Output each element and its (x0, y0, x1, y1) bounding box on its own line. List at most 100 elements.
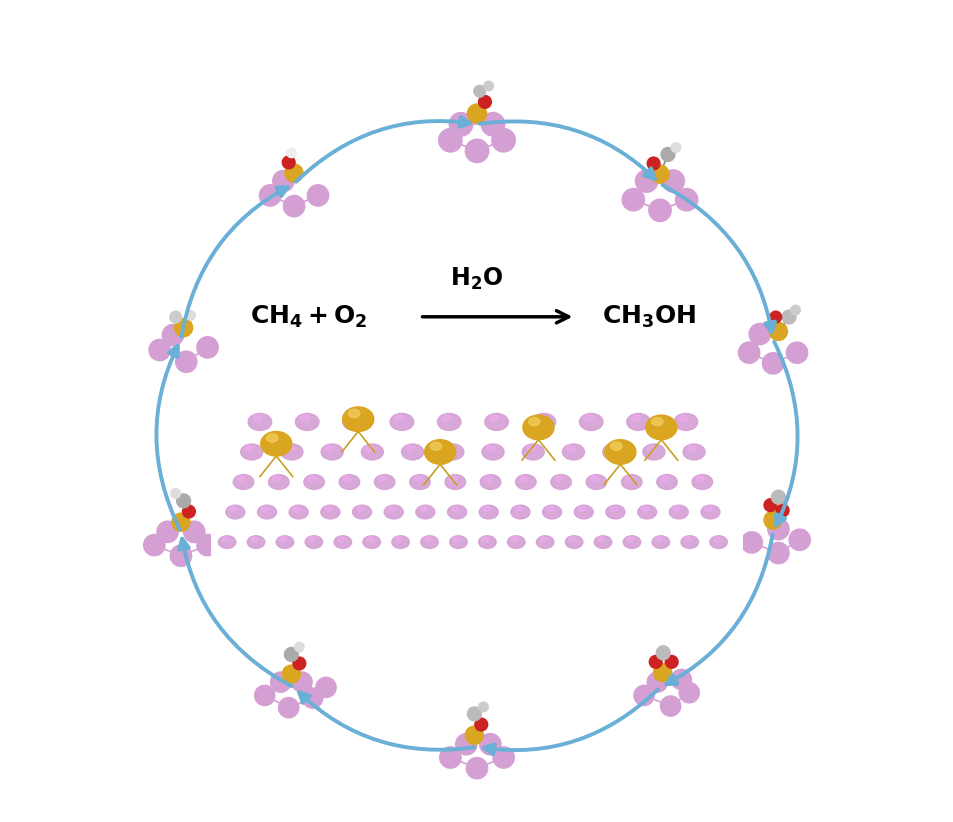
Ellipse shape (484, 476, 492, 482)
Ellipse shape (419, 506, 427, 511)
Ellipse shape (486, 446, 495, 451)
FancyArrowPatch shape (179, 538, 292, 686)
Ellipse shape (320, 506, 339, 519)
Ellipse shape (568, 537, 575, 542)
Ellipse shape (655, 537, 661, 542)
Circle shape (788, 529, 809, 551)
Ellipse shape (280, 444, 303, 460)
Ellipse shape (325, 446, 334, 451)
Ellipse shape (507, 536, 524, 548)
Circle shape (439, 747, 460, 769)
Ellipse shape (324, 506, 332, 511)
Ellipse shape (686, 446, 695, 451)
Circle shape (284, 648, 298, 662)
Ellipse shape (511, 537, 517, 542)
Ellipse shape (362, 536, 380, 548)
Circle shape (438, 128, 461, 152)
FancyArrowPatch shape (299, 692, 474, 750)
Ellipse shape (441, 444, 463, 460)
Ellipse shape (583, 415, 593, 421)
Ellipse shape (392, 536, 409, 548)
Circle shape (493, 747, 514, 769)
Ellipse shape (416, 506, 435, 519)
Circle shape (172, 513, 190, 531)
Ellipse shape (625, 476, 633, 482)
Ellipse shape (247, 536, 265, 548)
Circle shape (294, 642, 304, 652)
Circle shape (650, 165, 668, 183)
Ellipse shape (276, 536, 294, 548)
Ellipse shape (522, 415, 554, 440)
Ellipse shape (453, 537, 459, 542)
Circle shape (653, 663, 671, 681)
Ellipse shape (233, 474, 253, 489)
FancyArrowPatch shape (295, 117, 470, 182)
Ellipse shape (713, 537, 720, 542)
Ellipse shape (590, 476, 598, 482)
Ellipse shape (682, 444, 704, 460)
Ellipse shape (478, 506, 497, 519)
Ellipse shape (574, 506, 593, 519)
Ellipse shape (620, 474, 641, 489)
FancyArrowPatch shape (661, 185, 774, 332)
Ellipse shape (295, 413, 318, 431)
Ellipse shape (555, 476, 562, 482)
Ellipse shape (279, 537, 286, 542)
Circle shape (633, 686, 654, 705)
Ellipse shape (342, 407, 374, 432)
Ellipse shape (482, 506, 490, 511)
Circle shape (307, 185, 328, 206)
Circle shape (621, 188, 644, 211)
Ellipse shape (521, 444, 544, 460)
Ellipse shape (622, 536, 640, 548)
Ellipse shape (348, 409, 359, 418)
Ellipse shape (578, 506, 585, 511)
Circle shape (171, 488, 180, 498)
Ellipse shape (338, 474, 359, 489)
Ellipse shape (240, 444, 262, 460)
Ellipse shape (221, 537, 229, 542)
Circle shape (679, 682, 699, 703)
Ellipse shape (289, 506, 308, 519)
Circle shape (170, 545, 192, 566)
Circle shape (302, 688, 322, 709)
Circle shape (273, 170, 294, 192)
Circle shape (648, 199, 671, 222)
Circle shape (465, 726, 483, 744)
Ellipse shape (709, 536, 727, 548)
Circle shape (292, 672, 312, 692)
Ellipse shape (669, 506, 688, 519)
Ellipse shape (451, 506, 458, 511)
Ellipse shape (550, 474, 571, 489)
Circle shape (646, 157, 659, 170)
Circle shape (748, 323, 770, 344)
Circle shape (465, 139, 488, 163)
Ellipse shape (230, 506, 236, 511)
Circle shape (761, 353, 783, 374)
Ellipse shape (447, 506, 466, 519)
FancyArrowPatch shape (479, 122, 654, 178)
Circle shape (282, 156, 294, 169)
Circle shape (170, 312, 181, 323)
Circle shape (182, 506, 195, 518)
Ellipse shape (446, 446, 455, 451)
Ellipse shape (353, 506, 371, 519)
Ellipse shape (528, 418, 539, 426)
Ellipse shape (449, 476, 456, 482)
Ellipse shape (585, 474, 606, 489)
Ellipse shape (609, 506, 617, 511)
Ellipse shape (680, 536, 698, 548)
Ellipse shape (489, 415, 498, 421)
Ellipse shape (651, 418, 662, 426)
Ellipse shape (566, 446, 575, 451)
Ellipse shape (378, 476, 386, 482)
Ellipse shape (604, 440, 636, 464)
Ellipse shape (610, 442, 621, 450)
Ellipse shape (414, 476, 421, 482)
Ellipse shape (261, 506, 269, 511)
Circle shape (282, 665, 300, 683)
Circle shape (740, 532, 761, 553)
Ellipse shape (683, 537, 691, 542)
Ellipse shape (539, 537, 546, 542)
Circle shape (671, 669, 691, 690)
